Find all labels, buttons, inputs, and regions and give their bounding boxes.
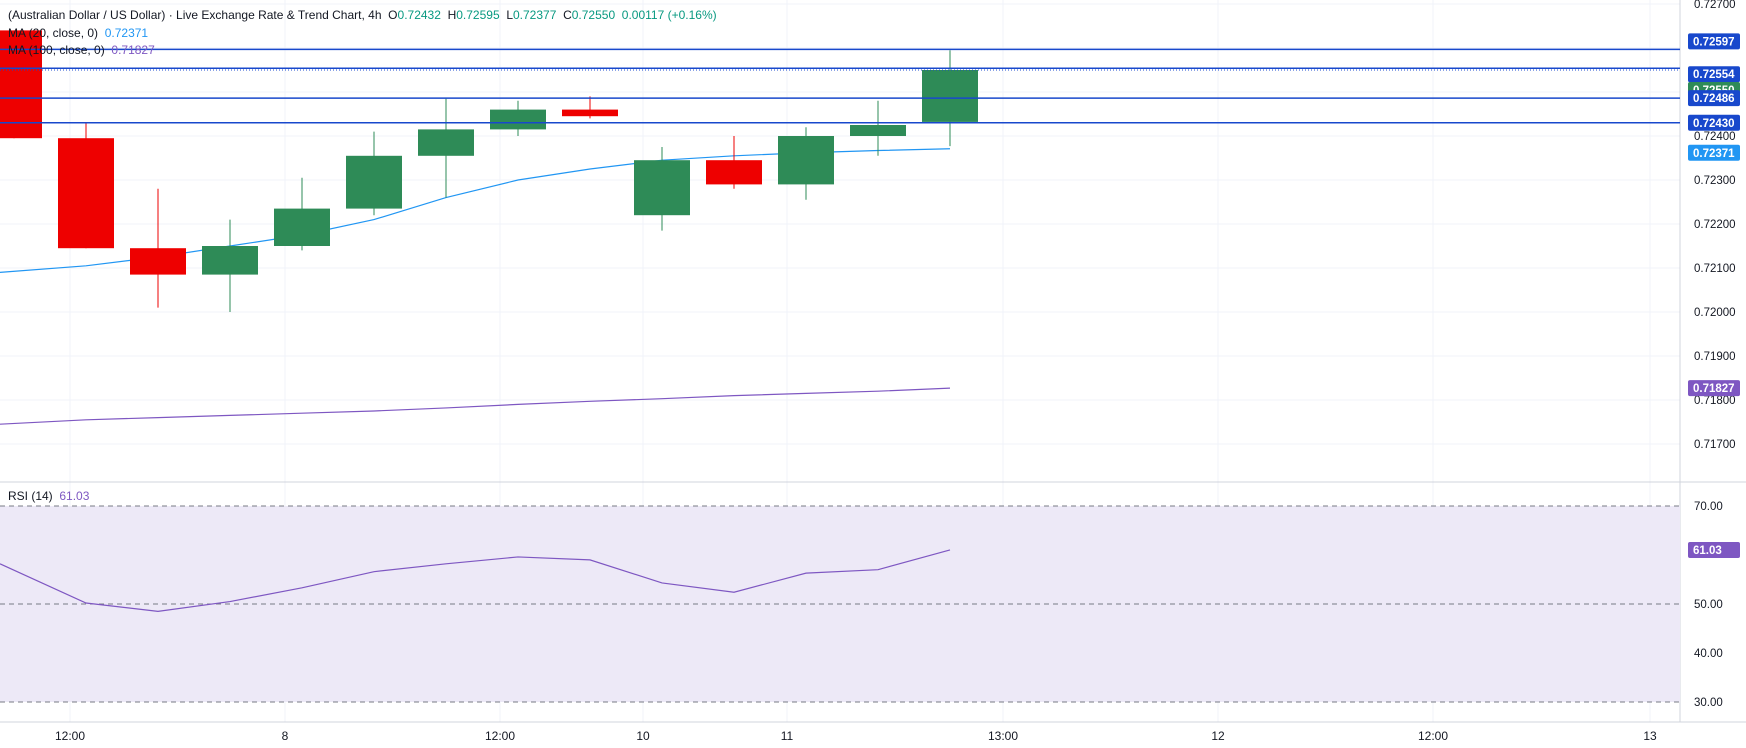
candle-up: [346, 155, 402, 209]
price-tick-label: 0.72400: [1694, 131, 1736, 143]
ma20-price-tag-box: [1688, 144, 1740, 161]
rsi-tick-label: 30.00: [1694, 697, 1723, 709]
candle-up: [490, 109, 546, 130]
low-label: L: [506, 8, 513, 22]
ma100-label: MA (100, close, 0): [8, 43, 105, 57]
high-label: H: [447, 8, 457, 22]
rsi-tick-label: 50.00: [1694, 599, 1723, 611]
level-tag-box: [1688, 114, 1740, 131]
rsi-value-tag-box: [1688, 541, 1740, 558]
candle-up: [922, 70, 978, 122]
time-tick-label: 10: [636, 729, 650, 743]
ma100-value: 0.71827: [111, 43, 155, 57]
rsi-line: [0, 549, 951, 612]
high-value: 0.72595: [456, 8, 500, 22]
price-tick-label: 0.72200: [1694, 219, 1736, 231]
symbol-legend: (Australian Dollar / US Dollar) · Live E…: [8, 7, 717, 23]
ma20-price-tag: 0.72371: [1693, 148, 1735, 160]
time-tick-label: 8: [282, 729, 289, 743]
price-tick-label: 0.72700: [1694, 0, 1736, 11]
level-tag: 0.72430: [1693, 118, 1735, 130]
time-tick-label: 13: [1643, 729, 1657, 743]
low-value: 0.72377: [513, 8, 557, 22]
price-tick-label: 0.71900: [1694, 351, 1736, 363]
candle-up: [850, 125, 906, 136]
rsi-value-tag: 61.03: [1693, 545, 1722, 557]
price-tick-label: 0.72300: [1694, 175, 1736, 187]
rsi-value: 61.03: [59, 489, 90, 503]
candle-up: [634, 160, 690, 216]
level-tag-box: [1688, 33, 1740, 50]
ma100-price-tag: 0.71827: [1693, 383, 1735, 395]
price-tick-label: 0.71800: [1694, 395, 1736, 407]
ma20-value: 0.72371: [104, 26, 149, 40]
candle-down: [58, 138, 114, 249]
candle-down: [130, 248, 186, 275]
level-tag: 0.72597: [1693, 36, 1735, 48]
candle-down: [562, 109, 618, 117]
candle-up: [778, 136, 834, 185]
candles: [0, 30, 978, 312]
change-value: 0.00117 (+0.16%): [621, 8, 717, 22]
candle-down: [0, 30, 42, 139]
ma20-legend[interactable]: MA (20, close, 0) 0.72371: [8, 25, 148, 41]
ma20-label: MA (20, close, 0): [8, 26, 99, 40]
ma100-line: [0, 387, 951, 425]
time-tick-label: 12:00: [1418, 729, 1448, 743]
rsi-legend[interactable]: RSI (14) 61.03: [8, 488, 89, 504]
close-label: C: [563, 8, 572, 22]
open-label: O: [388, 8, 398, 22]
rsi-label: RSI (14): [8, 489, 53, 503]
candle-up: [202, 246, 258, 275]
level-tag-box: [1688, 66, 1740, 83]
time-tick-label: 13:00: [988, 729, 1018, 743]
candle-up: [274, 208, 330, 246]
ma100-price-tag-box: [1688, 380, 1740, 397]
time-tick-label: 11: [781, 729, 794, 743]
grid-lines: [0, 0, 1680, 722]
level-tag: 0.72486: [1693, 93, 1735, 105]
time-tick-label: 12:00: [55, 729, 85, 743]
time-tick-label: 12:00: [485, 729, 515, 743]
price-tick-label: 0.71700: [1694, 439, 1736, 451]
price-tick-label: 0.72100: [1694, 263, 1736, 275]
open-value: 0.72432: [397, 8, 441, 22]
candle-down: [706, 160, 762, 185]
level-tag-box: [1688, 90, 1740, 107]
ma100-legend[interactable]: MA (100, close, 0) 0.71827: [8, 42, 155, 58]
level-tag: 0.72554: [1693, 69, 1735, 81]
price-tick-label: 0.72000: [1694, 307, 1736, 319]
rsi-tick-label: 70.00: [1694, 501, 1723, 513]
candle-up: [418, 129, 474, 156]
symbol-title: (Australian Dollar / US Dollar) · Live E…: [8, 8, 382, 22]
rsi-tick-label: 40.00: [1694, 648, 1723, 660]
time-tick-label: 12: [1211, 729, 1225, 743]
close-value: 0.72550: [571, 8, 616, 22]
